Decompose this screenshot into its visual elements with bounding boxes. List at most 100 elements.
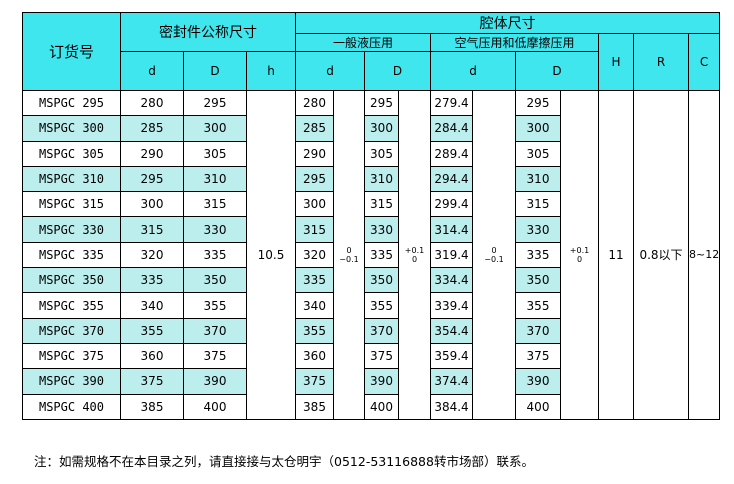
table-row: MSPGC 370 355 370 355 370 354.4 370 — [22, 317, 720, 344]
seal-d-cell: 355 — [120, 317, 184, 344]
table-row: MSPGC 305 290 305 290 305 289.4 305 — [22, 140, 720, 167]
upper-tolerance: 0 — [346, 245, 352, 255]
cavity2-d-cell: 294.4 — [430, 165, 473, 193]
table-row: MSPGC 315 300 315 300 315 299.4 315 — [22, 191, 720, 218]
table-row: MSPGC 350 335 350 335 350 334.4 350 — [22, 267, 720, 294]
cavity1-d-cell: 285 — [295, 115, 334, 142]
order-no-cell: MSPGC 330 — [22, 216, 121, 243]
table-row: MSPGC 310 295 310 295 310 294.4 310 — [22, 165, 720, 193]
cavity2-d-cell: 279.4 — [430, 89, 473, 117]
cavity1-D-cell: 295 — [364, 89, 399, 117]
cavity2-D-cell: 310 — [515, 165, 561, 193]
seal-D-cell: 370 — [183, 317, 247, 344]
cavity2-d-cell: 359.4 — [430, 342, 473, 370]
C-header: C — [687, 33, 721, 91]
R-cell: 0.8以下 — [633, 90, 689, 420]
cavity1-D-cell: 300 — [364, 115, 399, 142]
cavity-size-header: 腔体尺寸 — [294, 12, 721, 34]
seal-D-cell: 350 — [183, 267, 247, 294]
cavity2-d-cell: 384.4 — [430, 393, 473, 420]
seal-d-cell: 360 — [120, 342, 184, 370]
cavity1-D-cell: 375 — [364, 342, 399, 370]
cavity2-d-cell: 339.4 — [430, 292, 473, 319]
cavity2-d-cell: 314.4 — [430, 216, 473, 243]
cavity1-d-cell: 335 — [295, 267, 334, 294]
cavity1-D-cell: 400 — [364, 393, 399, 420]
C-cell: 8~12 — [687, 90, 721, 420]
cavity2-D-cell: 315 — [515, 191, 561, 218]
seal-h-header: h — [246, 51, 296, 91]
order-no-cell: MSPGC 355 — [22, 292, 121, 319]
cavity2-d-cell: 354.4 — [430, 317, 473, 344]
cavity2-D-cell: 305 — [515, 140, 561, 167]
cavity2-D-cell: 390 — [515, 368, 561, 395]
cavity1-d-cell: 320 — [295, 241, 334, 269]
upper-tolerance: 0 — [491, 245, 497, 255]
seal-D-header: D — [183, 51, 247, 91]
seal-D-cell: 390 — [183, 368, 247, 395]
lower-tolerance: 0 — [411, 254, 418, 264]
cavity1-D-cell: 390 — [364, 368, 399, 395]
seal-h-cell: 10.5 — [246, 90, 296, 420]
cavity1-d-tolerance: 0 −0.1 — [333, 90, 365, 420]
order-no-cell: MSPGC 315 — [22, 191, 121, 218]
seal-d-cell: 340 — [120, 292, 184, 319]
order-no-cell: MSPGC 370 — [22, 317, 121, 344]
seal-d-cell: 285 — [120, 115, 184, 142]
lower-tolerance: 0 — [576, 254, 583, 264]
cavity2-d-cell: 284.4 — [430, 115, 473, 142]
seal-D-cell: 400 — [183, 393, 247, 420]
cavity2-D-cell: 375 — [515, 342, 561, 370]
seal-D-cell: 315 — [183, 191, 247, 218]
lower-tolerance: −0.1 — [484, 254, 504, 264]
cavity2-d-cell: 374.4 — [430, 368, 473, 395]
cavity2-D-tolerance: +0.1 0 — [560, 90, 599, 420]
cavity1-d-cell: 290 — [295, 140, 334, 167]
cavity1-d-header: d — [295, 51, 365, 91]
seal-D-cell: 355 — [183, 292, 247, 319]
seal-d-cell: 295 — [120, 165, 184, 193]
cavity2-d-cell: 289.4 — [430, 140, 473, 167]
order-no-cell: MSPGC 375 — [22, 342, 121, 370]
cavity1-d-cell: 315 — [295, 216, 334, 243]
order-no-cell: MSPGC 390 — [22, 368, 121, 395]
footnote: 注：如需规格不在本目录之列，请直接接与太仓明宇（0512-53116888转市场… — [34, 454, 534, 469]
cavity1-d-cell: 295 — [295, 165, 334, 193]
seal-D-cell: 295 — [183, 89, 247, 117]
cavity2-D-cell: 370 — [515, 317, 561, 344]
cavity2-D-cell: 330 — [515, 216, 561, 243]
seal-d-cell: 300 — [120, 191, 184, 218]
lower-tolerance: −0.1 — [339, 254, 359, 264]
seal-d-header: d — [120, 51, 184, 91]
cavity2-D-cell: 400 — [515, 393, 561, 420]
cavity2-d-cell: 334.4 — [430, 267, 473, 294]
order-no-cell: MSPGC 400 — [22, 393, 121, 420]
seal-D-cell: 305 — [183, 140, 247, 167]
seal-D-cell: 330 — [183, 216, 247, 243]
cavity2-d-cell: 299.4 — [430, 191, 473, 218]
seal-d-cell: 290 — [120, 140, 184, 167]
seal-d-cell: 335 — [120, 267, 184, 294]
cavity2-D-cell: 335 — [515, 241, 561, 269]
seal-d-cell: 280 — [120, 89, 184, 117]
cavity1-D-cell: 315 — [364, 191, 399, 218]
cavity1-D-cell: 350 — [364, 267, 399, 294]
seal-d-cell: 375 — [120, 368, 184, 395]
cavity2-D-cell: 350 — [515, 267, 561, 294]
general-hydraulic-header: 一般液压用 — [295, 33, 431, 52]
order-no-cell: MSPGC 350 — [22, 267, 121, 294]
cavity1-D-cell: 305 — [364, 140, 399, 167]
upper-tolerance: +0.1 — [569, 245, 590, 255]
order-no-cell: MSPGC 305 — [22, 140, 121, 167]
pneumatic-header: 空气压用和低摩擦压用 — [430, 33, 599, 52]
R-header: R — [633, 33, 689, 91]
cavity2-D-header: D — [515, 51, 599, 91]
H-cell: 11 — [598, 90, 634, 420]
table-row: MSPGC 295 280 295 10.5 280 0 −0.1 295 +0.1 0 279.4… — [22, 89, 721, 420]
cavity1-d-cell: 375 — [295, 368, 334, 395]
upper-tolerance: +0.1 — [404, 245, 425, 255]
cavity1-D-cell: 310 — [364, 165, 399, 193]
order-no-cell: MSPGC 295 — [22, 89, 121, 117]
H-header: H — [598, 33, 634, 91]
cavity1-d-cell: 340 — [295, 292, 334, 319]
